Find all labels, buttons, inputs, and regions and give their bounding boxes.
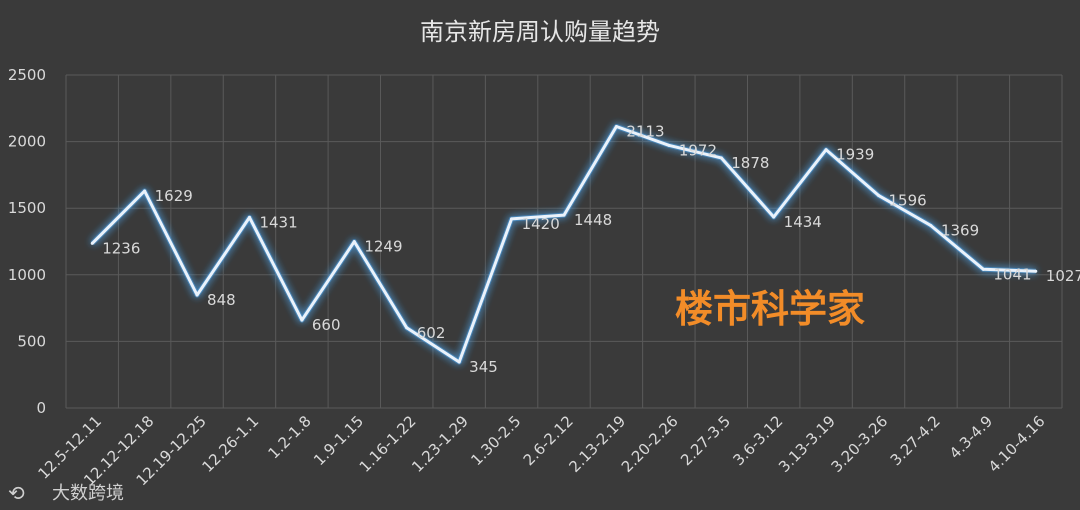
data-point [929,224,933,228]
x-axis-ticks: 12.5-12.1112.12-12.1812.19-12.2512.26-1.… [34,412,1048,489]
x-tick-label: 1.30-2.5 [467,412,524,469]
data-label: 848 [207,291,236,309]
data-label: 345 [469,358,498,376]
data-label: 1027 [1046,267,1080,285]
data-label: 1369 [941,222,979,240]
data-point [824,148,828,152]
data-point [510,217,514,221]
data-point [143,189,147,193]
series-line-glow [90,124,1036,365]
y-tick-label: 500 [17,332,46,350]
data-point [562,213,566,217]
data-label: 1972 [679,141,717,159]
data-point [981,267,985,271]
data-point [614,125,618,129]
data-point [300,318,304,322]
data-label: 2113 [626,123,664,141]
data-label: 602 [417,324,446,342]
source-logo: ⟲ 大数跨境 [8,481,124,505]
data-point [352,240,356,244]
data-label: 1448 [574,211,612,229]
y-tick-label: 1000 [8,266,46,284]
data-labels: 1236 1629 848 1431 660 1249 602 345 1420 1448 2113… [102,123,1080,376]
data-point [195,293,199,297]
data-point [405,326,409,330]
x-tick-label: 1.2-1.8 [264,412,314,462]
source-logo-icon: ⟲ [8,481,25,505]
series-line-layer [90,124,1038,365]
x-tick-label: 1.23-1.29 [408,412,472,476]
y-tick-label: 2000 [8,133,46,151]
data-point [772,215,776,219]
x-tick-label: 3.27-4.2 [887,412,944,469]
y-tick-label: 2500 [8,66,46,84]
data-point [457,360,461,364]
data-label: 1431 [259,213,297,231]
data-label: 1041 [993,265,1031,283]
x-tick-label: 3.20-3.26 [828,412,892,476]
gridlines [65,74,1063,409]
y-axis-ticks: 0 500 1000 1500 2000 2500 [8,66,46,417]
data-point [719,156,723,160]
data-label: 1939 [836,146,874,164]
data-point [90,241,94,245]
watermark-text: 楼市科学家 [675,287,865,331]
x-tick-label: 4.10-4.16 [985,412,1049,476]
chart-title: 南京新房周认购量趋势 [420,18,660,46]
source-text: 大数跨境 [52,483,124,504]
data-label: 1434 [784,213,822,231]
data-label: 660 [312,316,341,334]
data-point [667,143,671,147]
data-label: 1629 [155,187,193,205]
x-tick-label: 2.20-2.26 [618,412,682,476]
data-label: 1878 [731,154,769,172]
x-tick-label: 2.27-3.5 [677,412,734,469]
data-label: 1249 [364,238,402,256]
data-point [877,193,881,197]
data-point [1034,269,1038,273]
data-label: 1596 [889,191,927,209]
y-tick-label: 1500 [8,199,46,217]
data-label: 1236 [102,239,140,257]
x-tick-label: 4.3-4.9 [946,412,996,462]
data-label: 1420 [522,215,560,233]
data-point [247,215,251,219]
y-tick-label: 0 [36,399,46,417]
x-tick-label: 12.26-1.1 [199,412,263,476]
